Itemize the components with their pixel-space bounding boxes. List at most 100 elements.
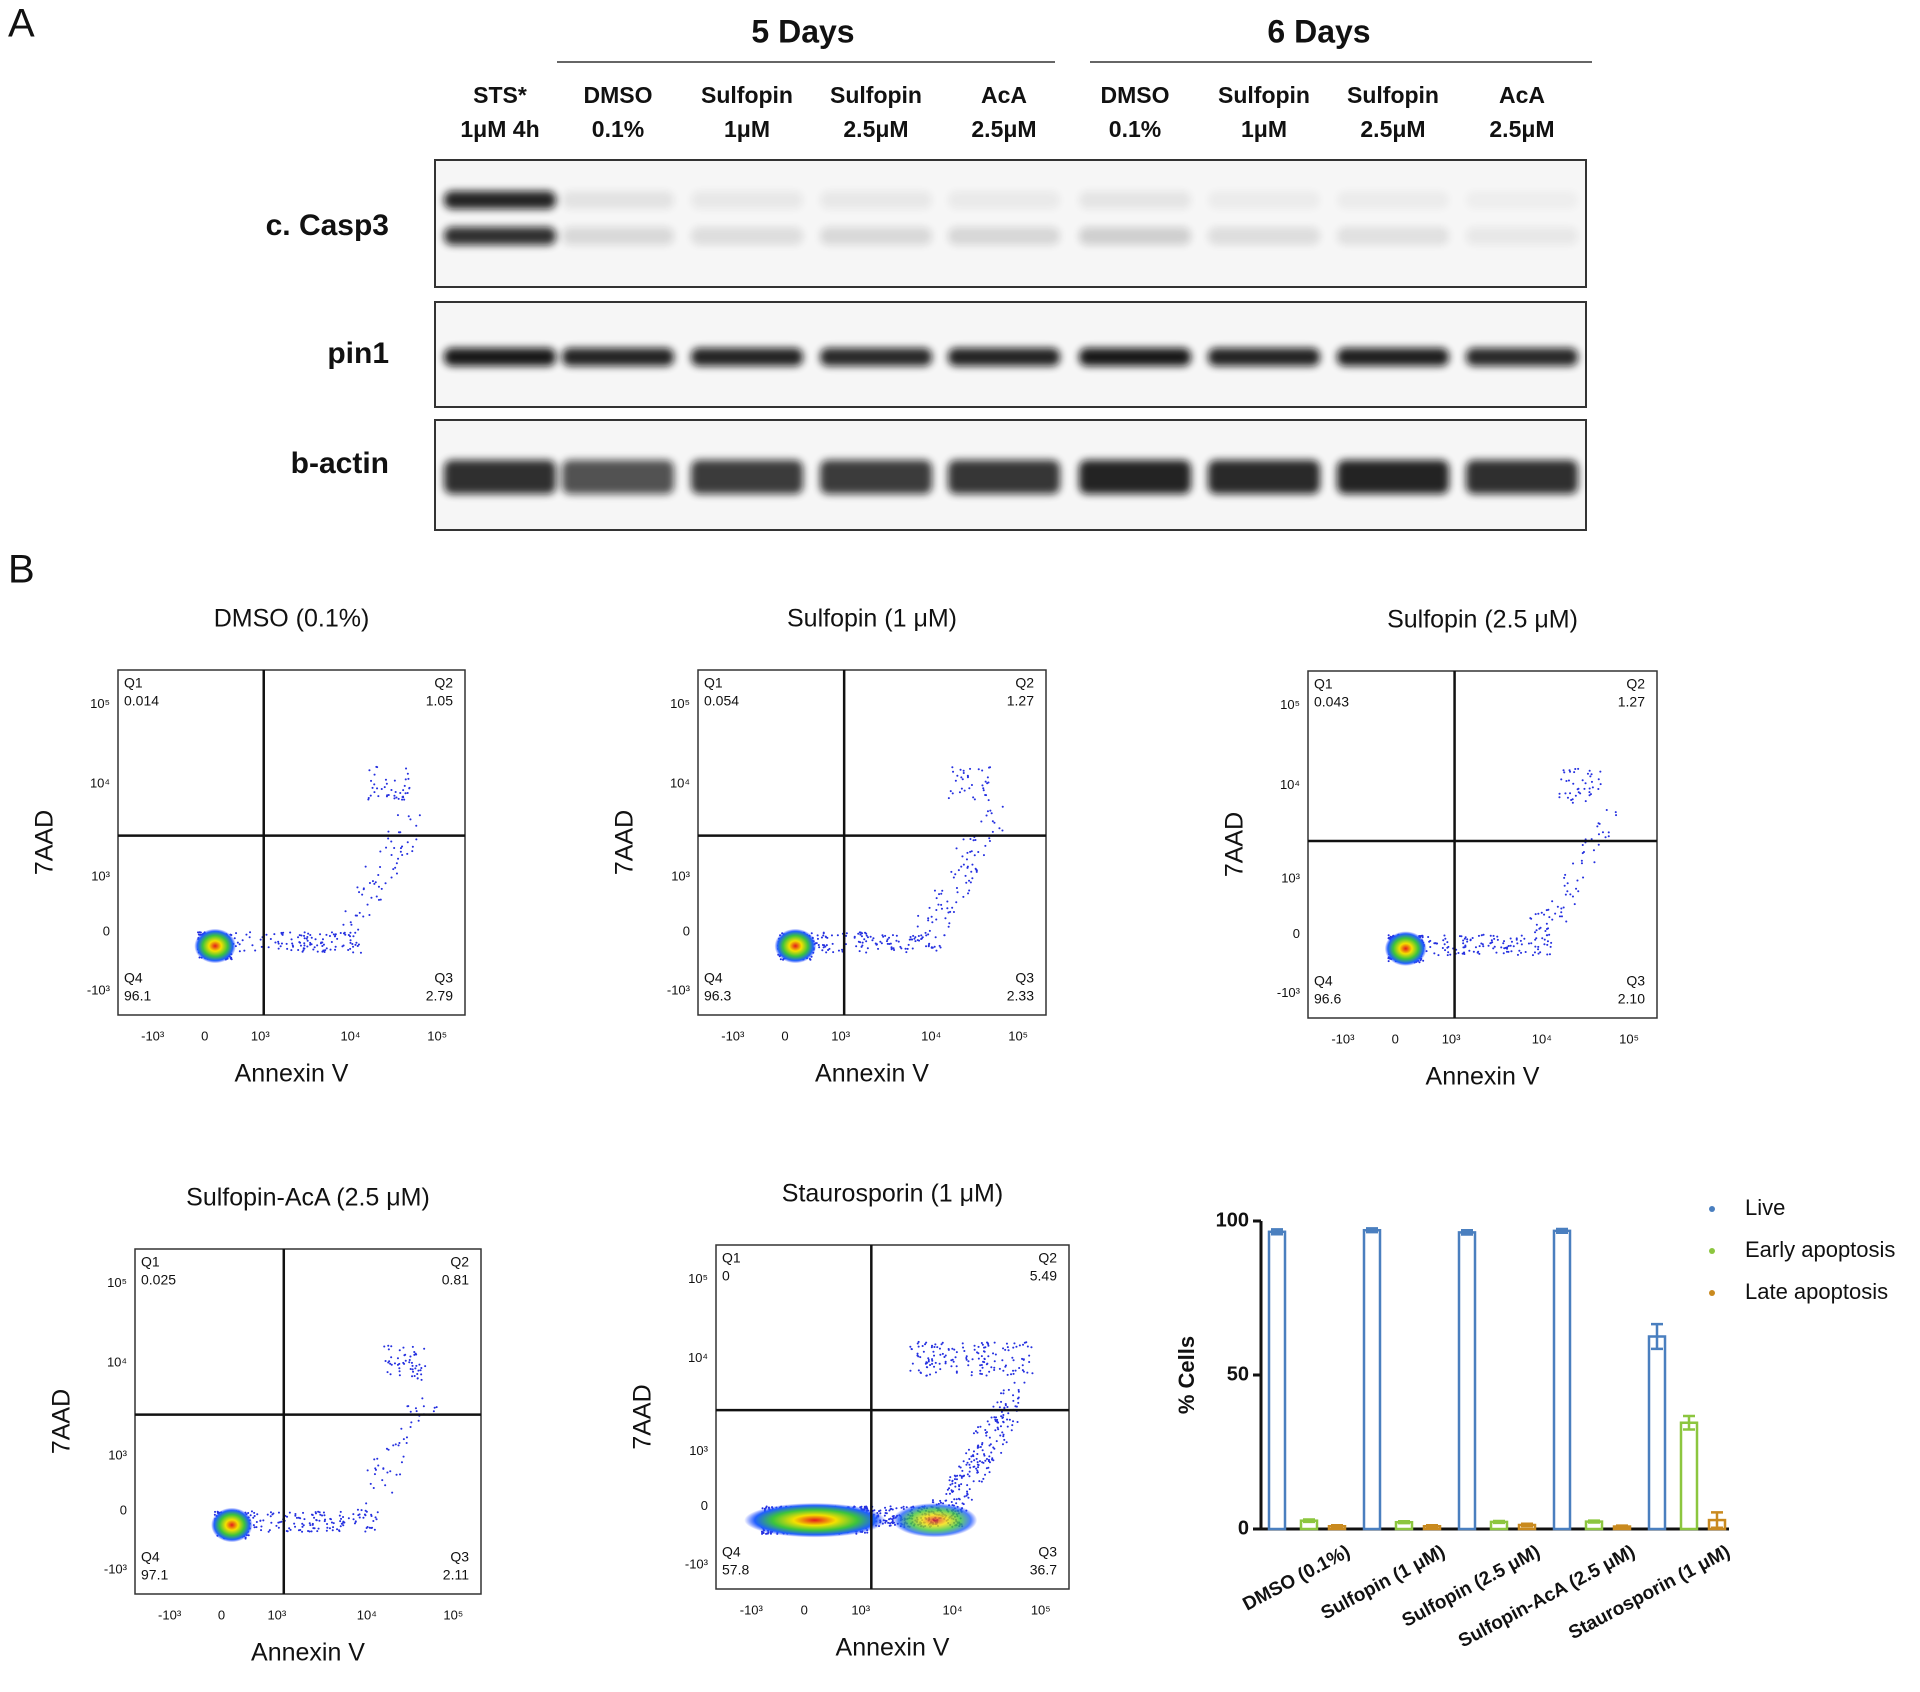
quadrant-value: 0.025 [141, 1272, 176, 1288]
x-tick-label: 10⁴ [1532, 1031, 1552, 1046]
x-tick-label: Sulfopin-AcA (2.5 μM) [1455, 1541, 1639, 1652]
plot-frame [715, 1244, 1070, 1590]
band [1079, 227, 1191, 245]
band [444, 348, 556, 366]
x-tick-label: 10⁴ [357, 1607, 377, 1622]
lane-label: AcA [981, 82, 1027, 108]
bar [1647, 1335, 1667, 1531]
plot-title: Sulfopin (2.5 μM) [1387, 606, 1578, 634]
band [691, 460, 803, 494]
y-tick-label: 0 [1238, 1517, 1249, 1539]
y-tick-label: 10⁵ [107, 1275, 127, 1290]
y-tick-label: 0 [683, 924, 690, 939]
band [820, 227, 932, 245]
lane-label: 2.5μM [971, 116, 1036, 142]
quadrant-value: 96.1 [124, 988, 151, 1004]
y-tick-label: 10⁴ [107, 1354, 127, 1369]
bar [1679, 1421, 1699, 1531]
x-tick-label: -10³ [158, 1607, 182, 1622]
quadrant-name: Q4 [1314, 973, 1333, 989]
quadrant-name: Q3 [450, 1549, 469, 1565]
panel-label: A [8, 2, 35, 46]
y-tick-label: 0 [1293, 926, 1300, 941]
band [948, 227, 1060, 245]
lane-label: Sulfopin [1218, 82, 1310, 108]
error-bar [1331, 1524, 1343, 1529]
quadrant-name: Q1 [124, 675, 143, 691]
y-tick-label: 10³ [108, 1447, 127, 1462]
quadrant-name: Q3 [434, 970, 453, 986]
x-axis-label: Annexin V [251, 1639, 365, 1667]
error-bar [1556, 1227, 1568, 1234]
band [1208, 191, 1320, 209]
bar [1457, 1231, 1477, 1531]
y-axis-label: % Cells [1174, 1336, 1199, 1414]
bar [1267, 1230, 1287, 1531]
quadrant-value: 96.6 [1314, 991, 1341, 1007]
error-bar [1366, 1227, 1378, 1234]
x-tick-label: 10⁵ [1031, 1602, 1051, 1617]
y-axis-label: 7AAD [48, 1389, 76, 1454]
band [562, 191, 674, 209]
density-core [194, 928, 236, 964]
blot-frame [434, 159, 1587, 288]
band [1337, 191, 1449, 209]
x-tick-label: -10³ [141, 1028, 165, 1043]
quadrant-name: Q2 [450, 1254, 469, 1270]
y-tick-label: 10⁵ [688, 1271, 708, 1286]
error-bar [1271, 1228, 1283, 1236]
density-core [774, 928, 817, 964]
quadrant-value: 0.014 [124, 693, 159, 709]
lane-label: 1μM [1241, 116, 1287, 142]
panel-label: B [8, 548, 35, 592]
lane-label: 2.5μM [843, 116, 908, 142]
y-tick-label: 10³ [689, 1443, 708, 1458]
quadrant-value: 97.1 [141, 1567, 168, 1583]
quadrant-value: 5.49 [1030, 1268, 1057, 1284]
error-bar [1461, 1228, 1473, 1236]
legend-marker [1709, 1290, 1715, 1296]
quadrant-value: 2.79 [426, 988, 453, 1004]
density-core [211, 1507, 253, 1543]
lane-label: Sulfopin [1347, 82, 1439, 108]
quadrant-value: 0.043 [1314, 694, 1349, 710]
error-bar [1616, 1524, 1628, 1529]
quadrant-value: 57.8 [722, 1562, 749, 1578]
x-tick-label: 10³ [251, 1028, 270, 1043]
x-tick-label: 10⁵ [427, 1028, 447, 1043]
band [820, 191, 932, 209]
x-tick-label: 10⁴ [340, 1028, 360, 1043]
error-bar [1398, 1520, 1410, 1525]
x-tick-label: -10³ [721, 1028, 745, 1043]
quadrant-value: 1.27 [1618, 694, 1645, 710]
x-axis-label: Annexin V [815, 1060, 929, 1088]
plot-title: Staurosporin (1 μM) [782, 1180, 1003, 1208]
quadrant-value: 2.11 [443, 1567, 469, 1583]
y-tick-label: 10⁴ [90, 775, 110, 790]
band [1337, 348, 1449, 366]
quadrant-value: 36.7 [1030, 1562, 1057, 1578]
y-tick-label: 10⁴ [1280, 777, 1300, 792]
band [1208, 460, 1320, 494]
y-tick-label: 100 [1216, 1209, 1249, 1231]
legend-label: Early apoptosis [1745, 1237, 1895, 1262]
band [562, 460, 674, 494]
quadrant-value: 96.3 [704, 988, 731, 1004]
band [1337, 227, 1449, 245]
y-axis-label: 7AAD [611, 810, 639, 875]
quadrant-name: Q1 [704, 675, 723, 691]
quadrant-name: Q2 [434, 675, 453, 691]
quadrant-name: Q3 [1015, 970, 1034, 986]
quadrant-name: Q3 [1626, 973, 1645, 989]
band [1208, 348, 1320, 366]
x-tick-label: 10⁵ [1008, 1028, 1028, 1043]
band [562, 348, 674, 366]
band [444, 227, 556, 245]
group-label: 5 Days [751, 13, 854, 49]
x-tick-label: 0 [1392, 1031, 1399, 1046]
lane-label: Sulfopin [830, 82, 922, 108]
y-tick-label: 10⁵ [90, 696, 110, 711]
band [1079, 348, 1191, 366]
x-axis-label: Annexin V [1426, 1063, 1540, 1091]
